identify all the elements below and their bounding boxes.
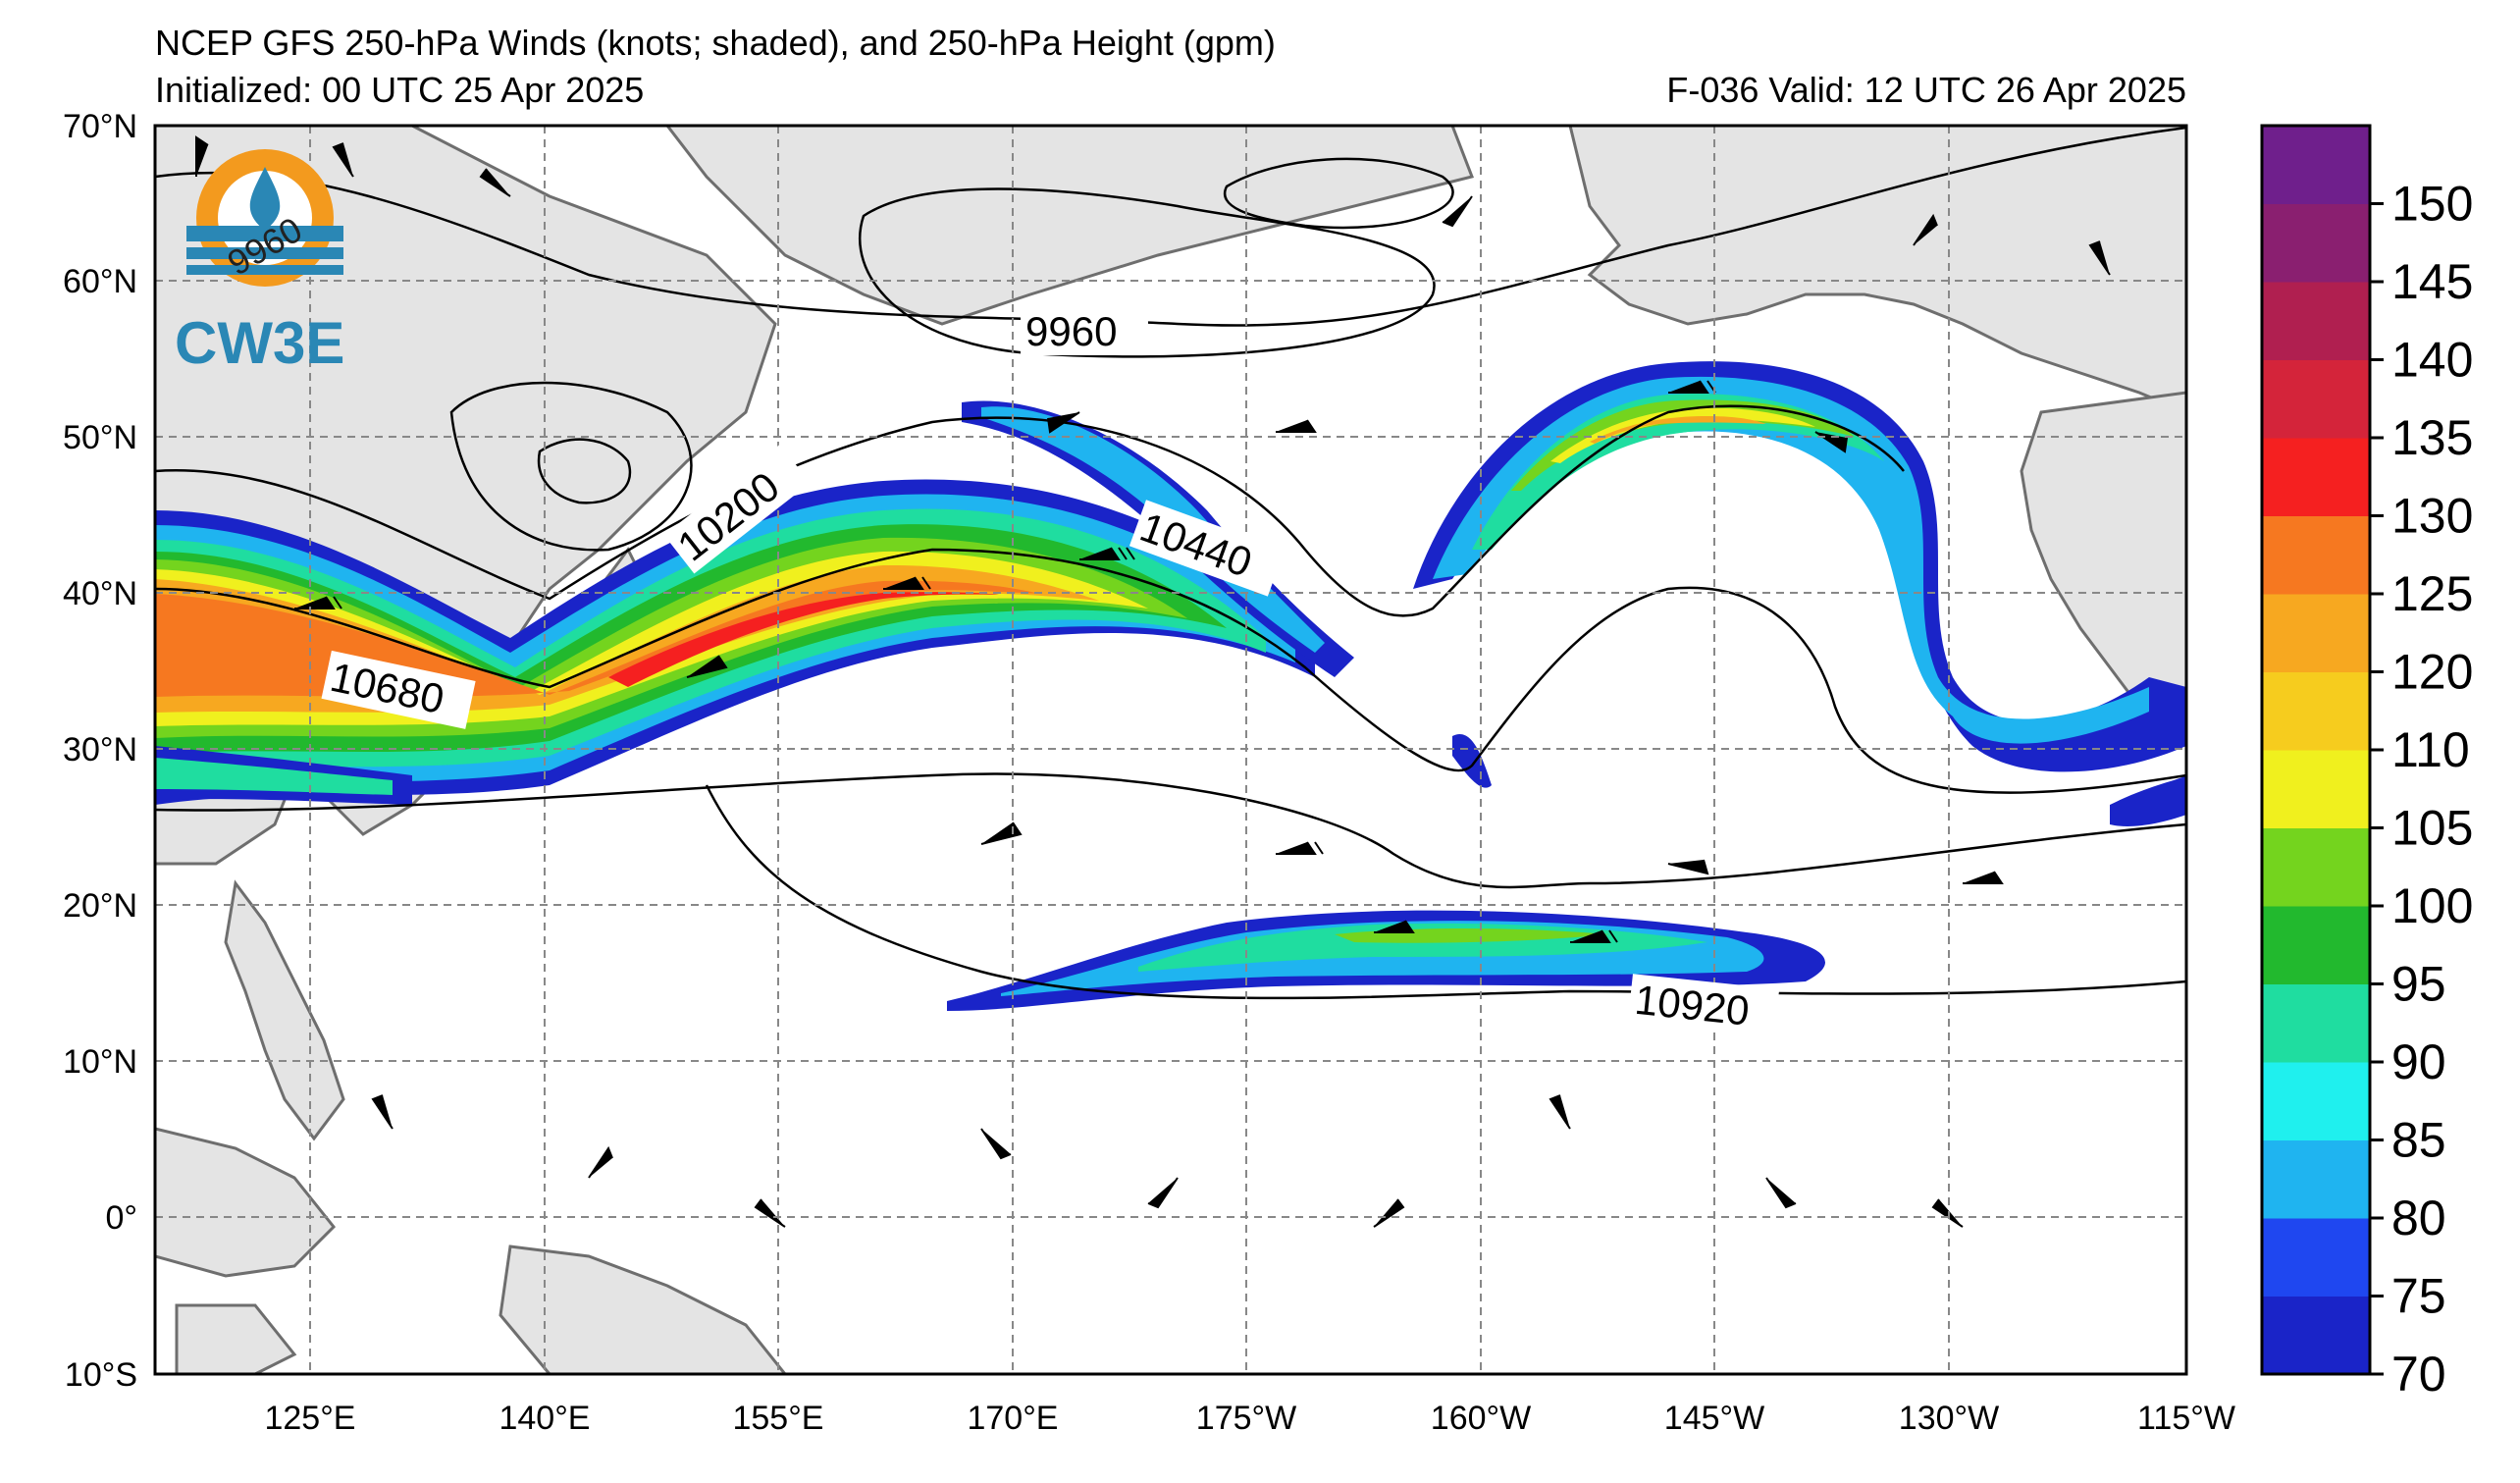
lon-label: 125°E <box>264 1400 355 1437</box>
colorbar-label: 135 <box>2391 410 2473 465</box>
colorbar-segment <box>2262 515 2370 595</box>
lat-label: 10°S <box>65 1356 137 1394</box>
colorbar-label: 125 <box>2391 566 2473 621</box>
lon-label: 130°W <box>1899 1400 1999 1437</box>
jet-east-blob <box>2110 775 2186 826</box>
colorbar-segment <box>2262 1218 2370 1297</box>
contour-10200 <box>155 404 1905 617</box>
colorbar-label: 140 <box>2391 333 2473 388</box>
colorbar-segment <box>2262 126 2370 204</box>
lat-label: 50°N <box>63 419 137 456</box>
contour-alaska-low <box>1224 157 1454 230</box>
colorbar-segment <box>2262 359 2370 439</box>
colorbar-label: 85 <box>2391 1113 2446 1168</box>
contour-closed-low <box>858 187 1436 358</box>
colorbar-label: 150 <box>2391 177 2473 232</box>
colorbar-label: 130 <box>2391 489 2473 544</box>
lon-label: 155°E <box>732 1400 823 1437</box>
colorbar-segment <box>2262 438 2370 516</box>
land-taiwan-philippines <box>224 879 345 1141</box>
logo-text: CW3E <box>175 310 344 376</box>
lon-label: 160°W <box>1431 1400 1531 1437</box>
lat-label: 60°N <box>63 263 137 300</box>
colorbar-segment <box>2262 983 2370 1063</box>
colorbar-label: 75 <box>2391 1269 2446 1324</box>
contour-asia-low-inner <box>537 438 632 504</box>
jet-southern-branch <box>155 746 412 805</box>
map-frame <box>153 124 2188 1376</box>
colorbar-label: 145 <box>2391 254 2473 309</box>
chart-title: NCEP GFS 250-hPa Winds (knots; shaded), … <box>155 23 1276 63</box>
lon-label: 145°W <box>1664 1400 1764 1437</box>
colorbar-segment <box>2262 1062 2370 1140</box>
lat-label: 30°N <box>63 731 137 768</box>
land-indonesia <box>155 1127 337 1278</box>
lat-label: 0° <box>105 1199 137 1237</box>
lat-label: 40°N <box>63 575 137 612</box>
land-borneo-sulawesi <box>175 1303 297 1374</box>
initialized-time: Initialized: 00 UTC 25 Apr 2025 <box>155 70 645 110</box>
longitude-labels: 125°E 140°E 155°E 170°E 175°W 160°W 145°… <box>264 1400 2234 1437</box>
colorbar-segment <box>2262 671 2370 751</box>
jet-gulf-of-alaska <box>1413 361 2186 772</box>
lon-label: 175°W <box>1196 1400 1296 1437</box>
colorbar-label: 105 <box>2391 801 2473 856</box>
contour-label-9960: 9960 <box>1025 308 1117 354</box>
colorbar-segment <box>2262 906 2370 984</box>
colorbar-label: 80 <box>2391 1191 2446 1245</box>
land-north-america-west <box>2020 391 2186 709</box>
latitude-labels: 70°N 60°N 50°N 40°N 30°N 20°N 10°N 0° 10… <box>63 108 137 1394</box>
lat-label: 20°N <box>63 887 137 925</box>
colorbar-segment <box>2262 1296 2370 1375</box>
graticule <box>155 126 2186 1374</box>
colorbar-label: 120 <box>2391 645 2473 700</box>
colorbar-label: 110 <box>2391 722 2470 777</box>
colorbar-label: 100 <box>2391 878 2473 933</box>
lon-label: 115°W <box>2137 1400 2235 1437</box>
colorbar-label: 90 <box>2391 1034 2446 1089</box>
land-new-guinea <box>499 1245 787 1374</box>
jet-aleutian-lobe <box>962 400 1354 677</box>
colorbar-segment <box>2262 203 2370 283</box>
colorbar-segment <box>2262 594 2370 672</box>
lat-label: 10°N <box>63 1043 137 1081</box>
contour-10440 <box>155 548 2186 794</box>
colorbar-label: 95 <box>2391 957 2446 1012</box>
colorbar-segment <box>2262 827 2370 907</box>
contour-10920 <box>705 784 2186 1000</box>
colorbar-segment <box>2262 282 2370 360</box>
cw3e-logo: 9960 CW3E <box>175 149 344 376</box>
lat-label: 70°N <box>63 108 137 145</box>
contour-10680 <box>155 772 2186 889</box>
contour-9960 <box>155 126 2186 327</box>
colorbar-label: 70 <box>2391 1347 2446 1402</box>
lon-label: 140°E <box>499 1400 590 1437</box>
colorbar-segment <box>2262 750 2370 828</box>
contour-asia-low <box>449 381 693 552</box>
lon-label: 170°E <box>967 1400 1058 1437</box>
height-contours <box>155 126 2186 1000</box>
valid-time: F-036 Valid: 12 UTC 26 Apr 2025 <box>1666 70 2186 110</box>
colorbar-segment <box>2262 1139 2370 1219</box>
contour-labels: 9960 10200 10440 10680 10920 <box>321 306 1780 1038</box>
colorbar: 70 75 80 85 90 95 100 105 110 120 125 130 135 140 145 1… <box>2260 124 2473 1402</box>
